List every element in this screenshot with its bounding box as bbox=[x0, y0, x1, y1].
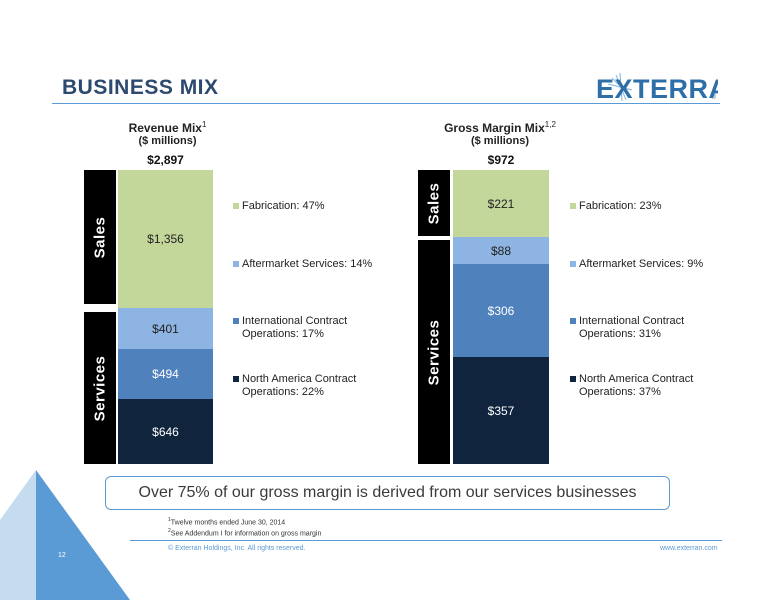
logo-registered-mark: ® bbox=[711, 93, 717, 101]
revenue-services-label: Services bbox=[84, 312, 116, 464]
legend-swatch bbox=[233, 261, 239, 267]
legend-label: Aftermarket Services: 9% bbox=[579, 258, 704, 270]
gross-margin-legend-international: International Contract Operations: 31% bbox=[570, 315, 710, 341]
legend-label: North America Contract Operations: 37% bbox=[579, 373, 694, 398]
footnote-1: 1Twelve months ended June 30, 2014 bbox=[168, 517, 285, 526]
gross-margin-legend-fabrication: Fabrication: 23% bbox=[570, 200, 710, 213]
gross-margin-international-value: $306 bbox=[487, 303, 515, 318]
footnote-2: 2See Addendum I for information on gross… bbox=[168, 528, 321, 537]
gross-margin-sales-label: Sales bbox=[418, 170, 450, 236]
copyright-text: © Exterran Holdings, Inc. All rights res… bbox=[168, 545, 306, 552]
revenue-sales-label-text: Sales bbox=[91, 216, 109, 258]
legend-label: North America Contract Operations: 22% bbox=[242, 373, 357, 398]
revenue-sales-label: Sales bbox=[84, 170, 116, 304]
legend-label: International Contract Operations: 31% bbox=[579, 315, 685, 340]
gross-margin-title-text: Gross Margin Mix bbox=[444, 121, 545, 135]
exterran-logo: EXTERRAN ® bbox=[596, 72, 718, 104]
revenue-fabrication-value: $1,356 bbox=[147, 232, 184, 246]
footnote-1-text: Twelve months ended June 30, 2014 bbox=[170, 519, 286, 527]
legend-label: Aftermarket Services: 14% bbox=[242, 258, 373, 270]
gross-margin-fabrication-value: $221 bbox=[487, 196, 515, 211]
page-title: BUSINESS MIX bbox=[62, 76, 219, 99]
gross-margin-legend-north-america: North America Contract Operations: 37% bbox=[570, 373, 710, 399]
legend-label: International Contract Operations: 17% bbox=[242, 315, 348, 340]
revenue-chart-title: Revenue Mix1 bbox=[100, 120, 235, 135]
gross-margin-total: $972 bbox=[487, 153, 515, 167]
gross-margin-title-footnote-ref: 1,2 bbox=[544, 120, 556, 129]
corner-decoration bbox=[0, 470, 130, 600]
revenue-title-text: Revenue Mix bbox=[128, 121, 202, 135]
legend-label: Fabrication: 23% bbox=[579, 200, 662, 212]
logo-text: EXTERRAN bbox=[596, 74, 718, 104]
footer-divider bbox=[130, 540, 722, 541]
gross-margin-bar-north-america: $357 bbox=[453, 357, 549, 464]
revenue-bar-aftermarket: $401 bbox=[118, 308, 213, 349]
gross-margin-bar-aftermarket: $88 bbox=[453, 237, 549, 264]
page-number: 12 bbox=[58, 552, 66, 559]
gross-margin-sales-label-text: Sales bbox=[425, 182, 443, 224]
revenue-bar-international: $494 bbox=[118, 349, 213, 399]
gross-margin-legend-aftermarket: Aftermarket Services: 9% bbox=[570, 258, 720, 271]
revenue-legend-north-america: North America Contract Operations: 22% bbox=[233, 373, 373, 399]
revenue-legend-aftermarket: Aftermarket Services: 14% bbox=[233, 258, 383, 271]
revenue-international-value: $494 bbox=[152, 367, 179, 381]
revenue-title-footnote-ref: 1 bbox=[201, 120, 207, 129]
gross-margin-north-america-value: $357 bbox=[487, 403, 515, 418]
revenue-total: $2,897 bbox=[147, 153, 184, 167]
gross-margin-services-label: Services bbox=[418, 240, 450, 464]
gross-margin-chart-title: Gross Margin Mix1,2 bbox=[430, 120, 570, 135]
legend-swatch bbox=[233, 318, 239, 324]
revenue-north-america-value: $646 bbox=[152, 424, 179, 439]
legend-swatch bbox=[570, 318, 576, 324]
legend-swatch bbox=[570, 261, 576, 267]
logo-star-mark bbox=[607, 72, 633, 102]
legend-swatch bbox=[233, 376, 239, 382]
footnote-2-marker: 2 bbox=[168, 528, 171, 534]
gross-margin-chart-subtitle: ($ millions) bbox=[470, 135, 530, 147]
revenue-legend-international: International Contract Operations: 17% bbox=[233, 315, 373, 341]
gross-margin-aftermarket-value: $88 bbox=[490, 243, 512, 258]
website-link[interactable]: www.exterran.com bbox=[660, 545, 718, 552]
footnote-1-marker: 1 bbox=[168, 517, 171, 523]
callout-text: Over 75% of our gross margin is derived … bbox=[138, 484, 637, 501]
revenue-legend-fabrication: Fabrication: 47% bbox=[233, 200, 373, 213]
legend-label: Fabrication: 47% bbox=[242, 200, 325, 212]
revenue-bar-fabrication: $1,356 bbox=[118, 170, 213, 308]
legend-swatch bbox=[233, 203, 239, 209]
revenue-bar-north-america: $646 bbox=[118, 399, 213, 464]
gross-margin-bar-international: $306 bbox=[453, 264, 549, 357]
footnote-2-text: See Addendum I for information on gross … bbox=[170, 530, 322, 538]
revenue-chart-subtitle: ($ millions) bbox=[138, 135, 197, 147]
title-divider bbox=[52, 103, 720, 104]
revenue-aftermarket-value: $401 bbox=[152, 321, 179, 336]
gross-margin-services-label-text: Services bbox=[425, 319, 443, 385]
revenue-services-label-text: Services bbox=[91, 355, 109, 421]
gross-margin-bar-fabrication: $221 bbox=[453, 170, 549, 237]
legend-swatch bbox=[570, 376, 576, 382]
legend-swatch bbox=[570, 203, 576, 209]
callout-box: Over 75% of our gross margin is derived … bbox=[105, 476, 670, 510]
